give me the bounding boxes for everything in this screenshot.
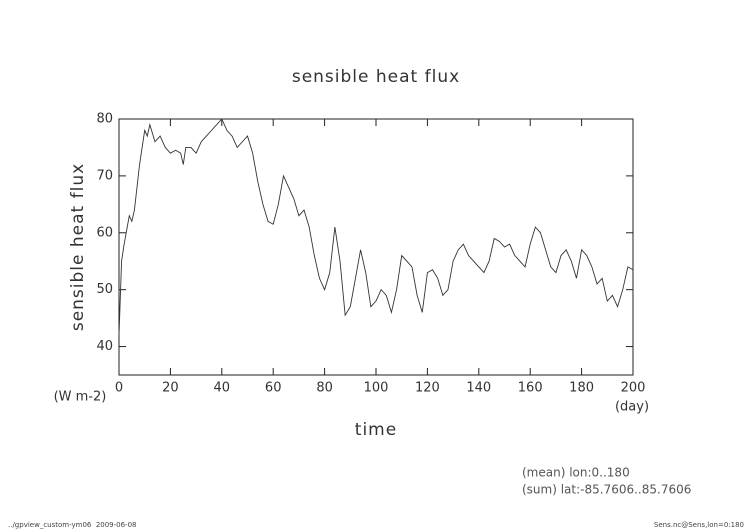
x-tick-label: 180	[569, 381, 594, 396]
x-tick-label: 0	[115, 381, 123, 396]
x-unit: (day)	[615, 400, 649, 415]
x-tick-label: 140	[466, 381, 491, 396]
y-axis-label: sensible heat flux	[68, 163, 88, 331]
y-tick-label: 80	[96, 112, 113, 127]
x-tick-label: 200	[621, 381, 646, 396]
y-tick-label: 60	[96, 225, 113, 240]
x-tick-label: 120	[415, 381, 440, 396]
note: (sum) lat:-85.7606..85.7606	[522, 483, 691, 497]
y-tick-label: 70	[96, 168, 113, 183]
footer: ../gpview_custom-ym06 2009-06-08	[8, 521, 137, 529]
x-tick-label: 60	[265, 381, 282, 396]
plot-frame	[118, 118, 634, 376]
x-tick-label: 40	[214, 381, 231, 396]
note: (mean) lon:0..180	[522, 466, 630, 480]
chart-title: sensible heat flux	[292, 67, 460, 87]
y-tick-label: 50	[96, 282, 113, 297]
x-tick-label: 80	[316, 381, 333, 396]
data-line	[118, 118, 634, 336]
x-tick-label: 100	[364, 381, 389, 396]
x-tick-label: 20	[162, 381, 179, 396]
x-axis-label: time	[355, 420, 397, 440]
y-tick-label: 40	[96, 339, 113, 354]
x-tick-label: 160	[518, 381, 543, 396]
y-unit: (W m-2)	[54, 390, 107, 405]
footer: Sens.nc@Sens,lon=0:180	[654, 521, 744, 529]
